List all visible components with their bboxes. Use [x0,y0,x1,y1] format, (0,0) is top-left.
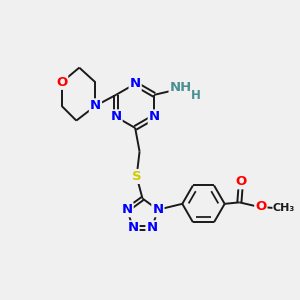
Text: CH₃: CH₃ [273,203,295,213]
Text: S: S [132,170,141,183]
Text: N: N [152,203,164,216]
Text: N: N [128,221,139,234]
Text: O: O [235,175,247,188]
Text: N: N [130,77,141,90]
Text: N: N [149,110,160,123]
Text: O: O [255,200,266,213]
Text: NH: NH [169,81,192,94]
Text: N: N [110,110,122,123]
Text: N: N [90,99,101,112]
Text: N: N [146,221,158,234]
Text: O: O [56,76,67,89]
Text: N: N [122,203,133,216]
Text: H: H [190,89,200,102]
